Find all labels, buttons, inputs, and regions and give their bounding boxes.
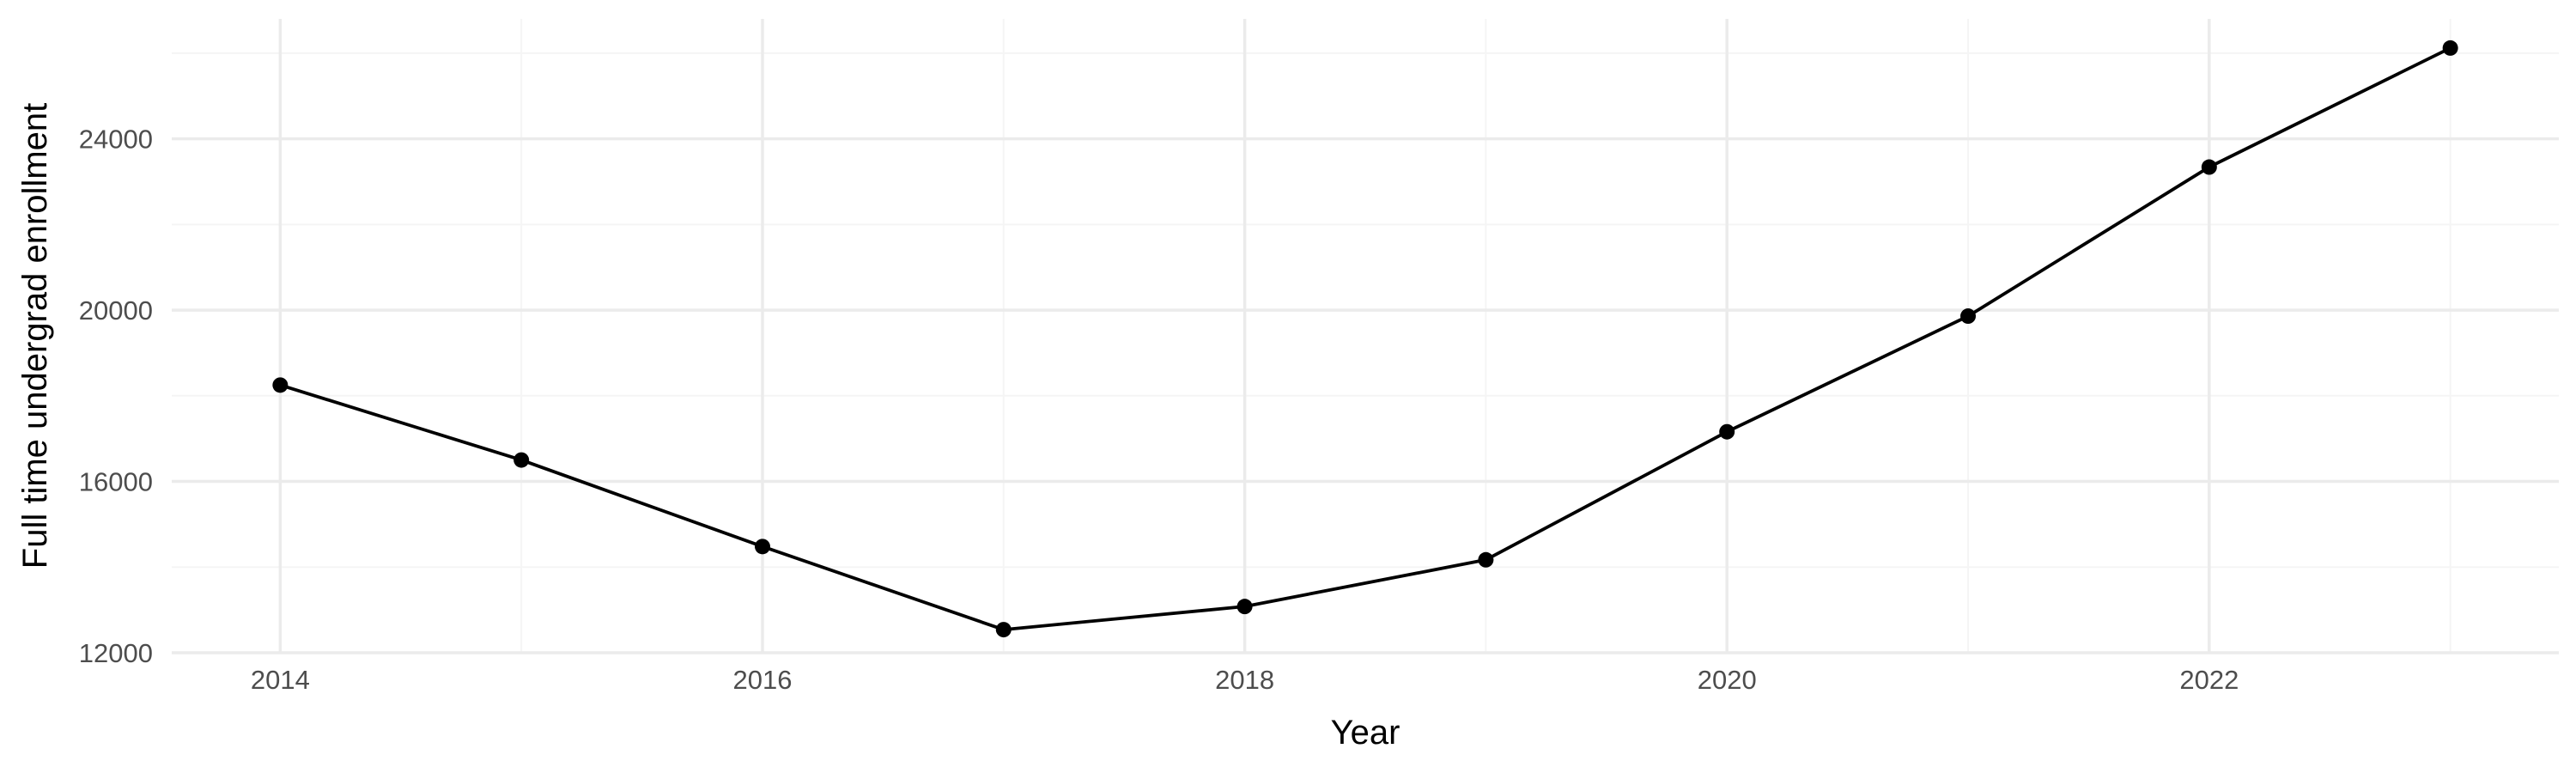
y-axis-ticks: 12000 16000 20000 24000 — [79, 125, 153, 668]
data-point — [2442, 40, 2458, 56]
series-line — [279, 46, 2451, 631]
y-tick-label: 16000 — [79, 467, 153, 497]
data-point — [1719, 423, 1735, 440]
y-axis-title: Full time undergrad enrollment — [16, 103, 54, 569]
data-point — [1236, 599, 1253, 615]
x-tick-label: 2014 — [251, 665, 310, 695]
y-tick-label: 24000 — [79, 125, 153, 155]
grid-lines — [172, 19, 2559, 654]
data-point — [272, 377, 289, 393]
y-tick-label: 12000 — [79, 638, 153, 668]
x-axis-title: Year — [1331, 714, 1400, 752]
data-point — [2201, 159, 2217, 175]
data-point — [513, 452, 530, 468]
x-axis-ticks: 2014 2016 2018 2020 2022 — [251, 665, 2239, 695]
data-point — [1478, 551, 1494, 568]
x-tick-label: 2016 — [732, 665, 792, 695]
x-tick-label: 2018 — [1215, 665, 1274, 695]
data-point — [754, 539, 770, 555]
x-tick-label: 2022 — [2179, 665, 2239, 695]
data-point — [995, 622, 1012, 638]
series-group — [272, 40, 2458, 638]
x-tick-label: 2020 — [1698, 665, 1757, 695]
y-tick-label: 20000 — [79, 295, 153, 326]
data-point — [1960, 308, 1977, 325]
